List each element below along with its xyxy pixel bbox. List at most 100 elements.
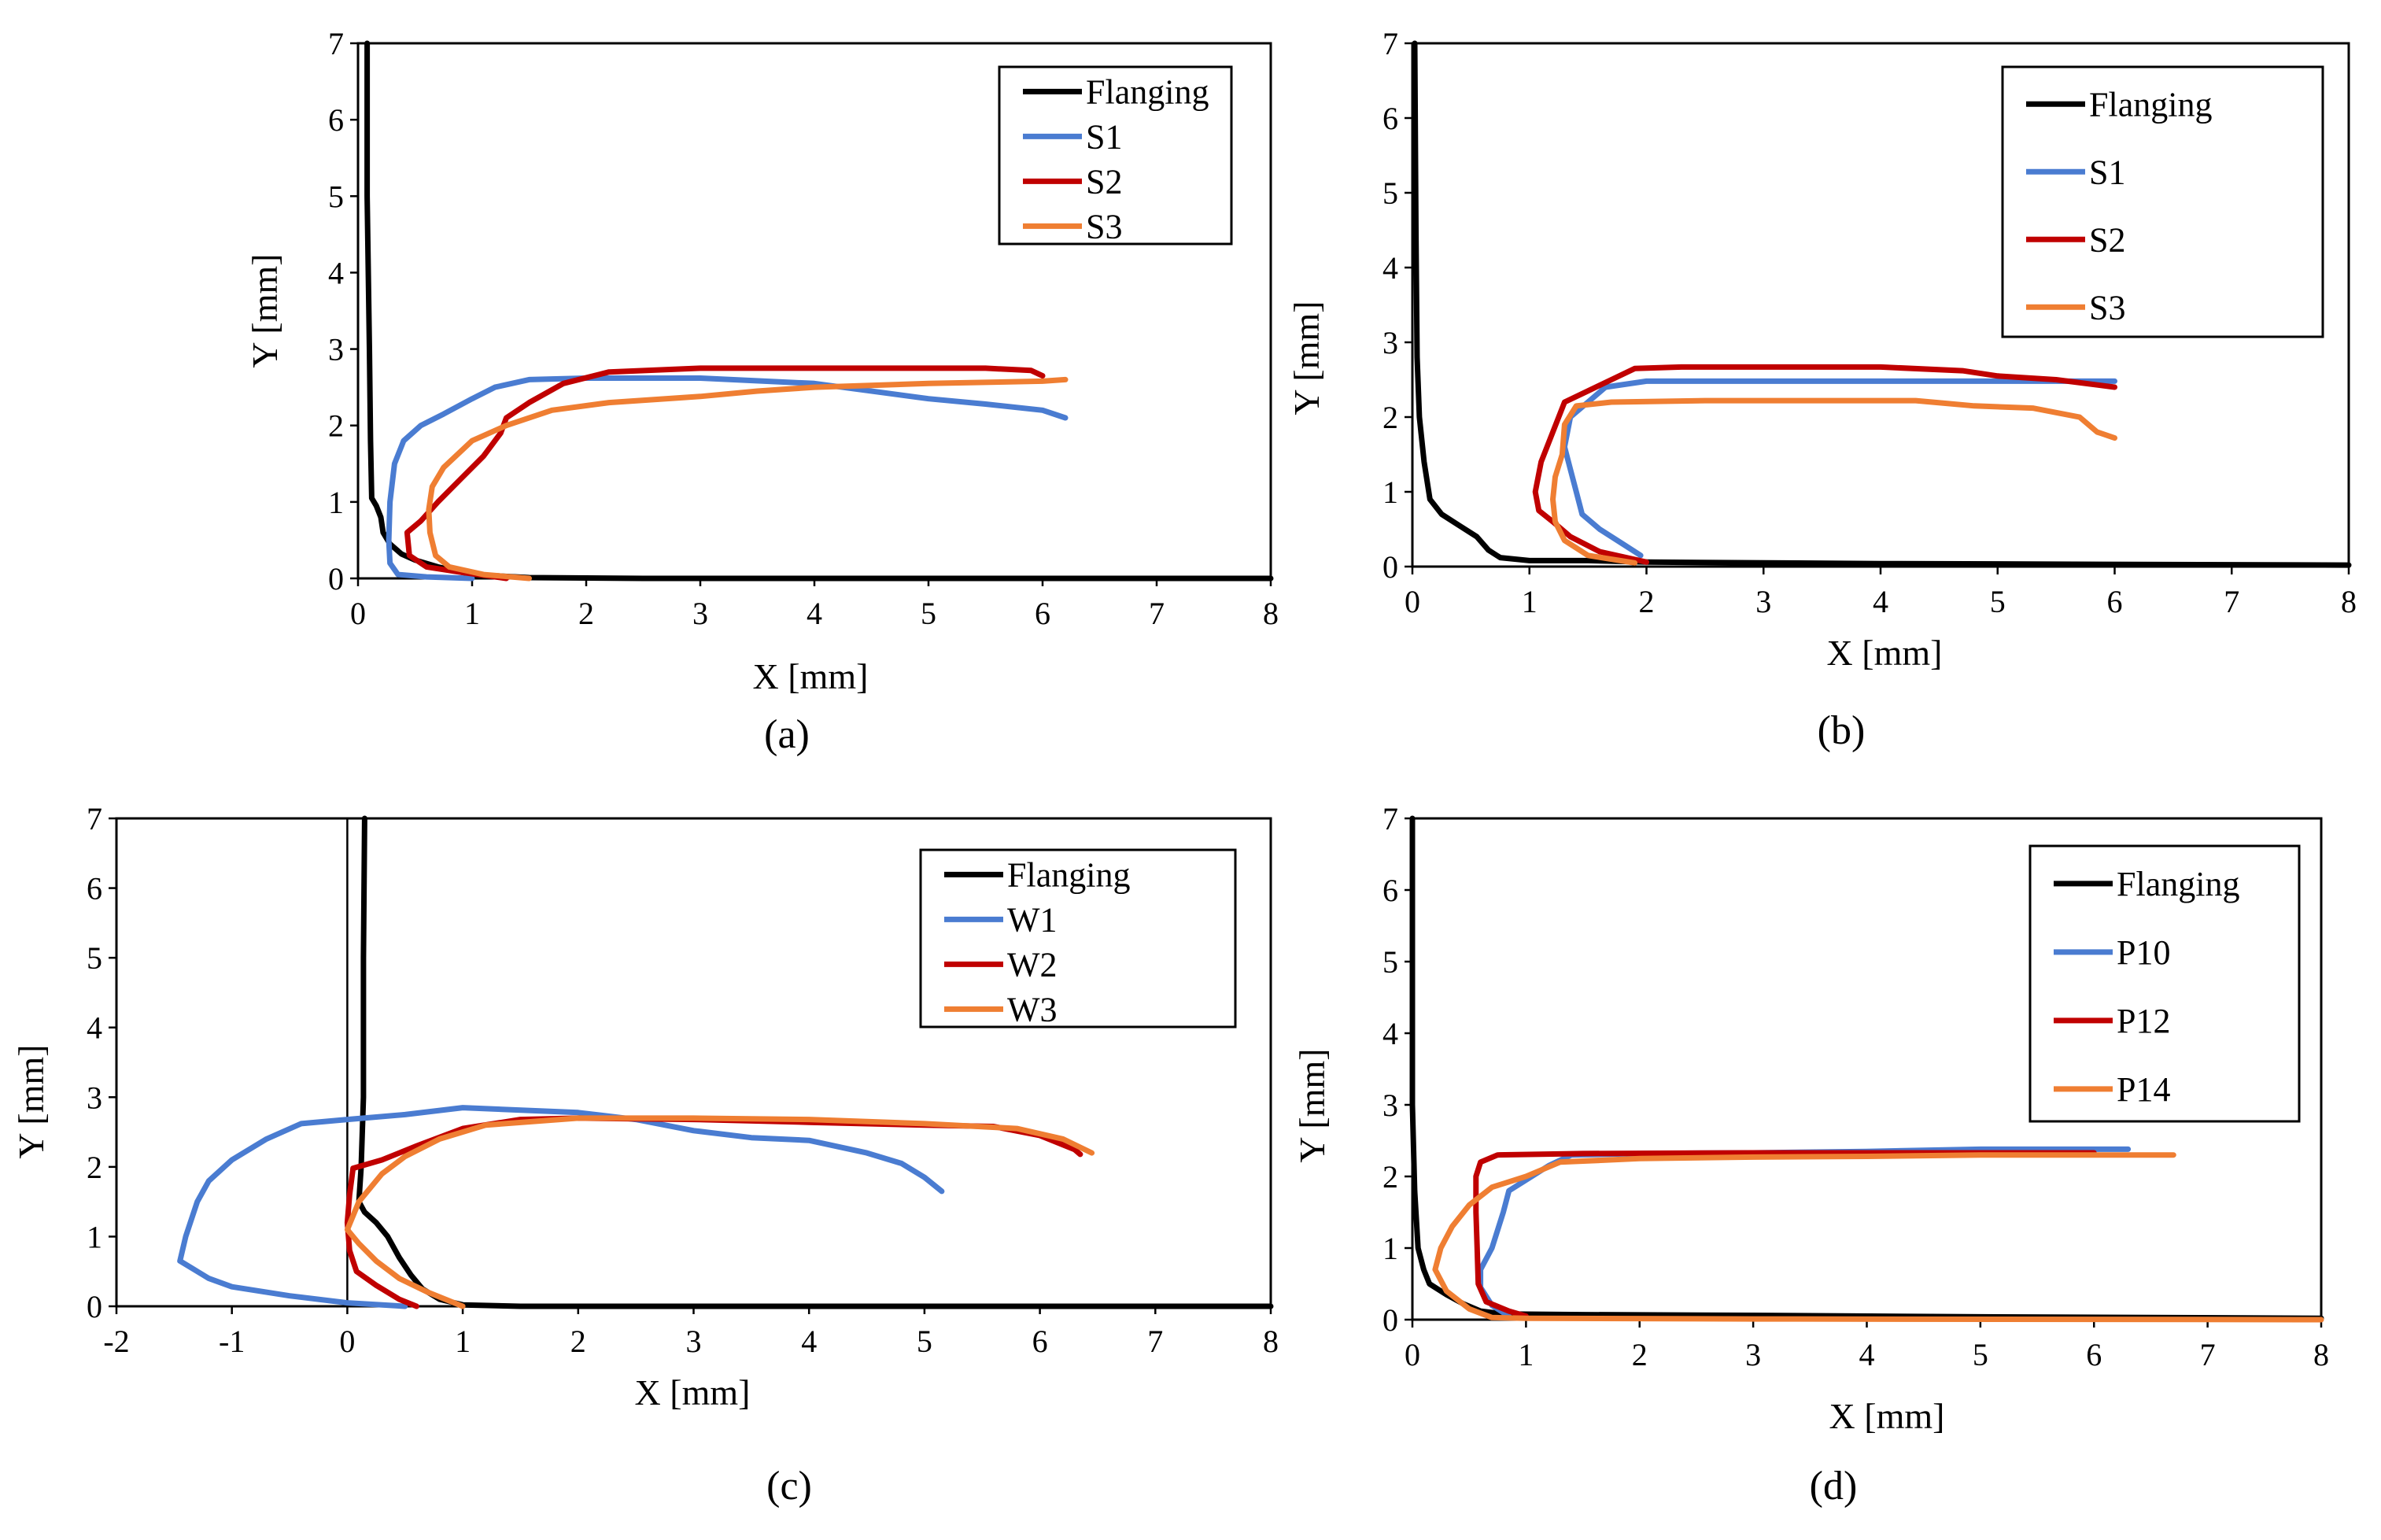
series-line-w2-c	[344, 1115, 1083, 1309]
x-tick-label-c: 8	[1263, 1324, 1279, 1359]
y-tick-label-a: 1	[328, 485, 344, 520]
y-axis-label-b: Y [mm]	[1286, 301, 1327, 415]
y-tick-label-a: 3	[328, 332, 344, 367]
legend-label-p14-d: P14	[2117, 1070, 2170, 1109]
x-tick-label-c: 7	[1147, 1324, 1163, 1359]
y-tick-label-a: 7	[328, 26, 344, 61]
x-tick-label-a: 7	[1149, 596, 1165, 631]
legend-label-s2-a: S2	[1086, 162, 1122, 201]
series-line-p10-d	[1478, 1146, 2132, 1319]
x-tick-label-d: 7	[2200, 1337, 2216, 1372]
series-line-p12-d	[1473, 1150, 2097, 1319]
y-tick-label-c: 6	[87, 871, 102, 907]
y-tick-label-c: 0	[87, 1289, 102, 1324]
legend-label-s1-b: S1	[2089, 153, 2125, 191]
legend-box-a	[998, 65, 1233, 246]
y-tick-label-c: 7	[87, 801, 102, 836]
x-tick-label-d: 0	[1405, 1337, 1420, 1372]
chart-panel-b: 0 1 2 3 4 5 6 7 8 0 1 2 3 4 5 6 7 X [mm] Y [mm] (b) Flanging…	[1286, 26, 2357, 753]
x-axis-label-d: X [mm]	[1829, 1396, 1945, 1436]
y-axis-label-c: Y [mm]	[11, 1044, 51, 1158]
x-tick-label-c: -2	[103, 1324, 129, 1359]
x-tick-label-b: 2	[1639, 584, 1655, 619]
legend-label-p10-d: P10	[2117, 933, 2170, 972]
legend-label-flanging-d: Flanging	[2117, 865, 2239, 903]
x-tick-label-a: 4	[807, 596, 822, 631]
y-tick-label-b: 3	[1382, 325, 1398, 360]
x-tick-label-d: 2	[1632, 1337, 1648, 1372]
y-axis-label-a: Y [mm]	[245, 253, 285, 367]
legend-label-w1-c: W1	[1007, 900, 1058, 939]
x-axis-label-b: X [mm]	[1827, 633, 1943, 673]
x-tick-label-d: 8	[2313, 1337, 2329, 1372]
y-tick-label-b: 1	[1382, 475, 1398, 510]
series-line-w1-c	[177, 1105, 945, 1309]
series-line-s3-a	[426, 376, 1069, 582]
y-tick-label-a: 0	[328, 561, 344, 596]
x-tick-label-c: 5	[917, 1324, 932, 1359]
x-tick-label-d: 3	[1745, 1337, 1761, 1372]
legend-label-flanging-c: Flanging	[1007, 855, 1130, 894]
x-tick-label-b: 5	[1990, 584, 2006, 619]
x-tick-label-b: 8	[2341, 584, 2357, 619]
y-tick-label-c: 3	[87, 1080, 102, 1115]
x-tick-label-a: 2	[578, 596, 594, 631]
legend-box-c	[919, 848, 1237, 1029]
x-tick-label-b: 6	[2107, 584, 2123, 619]
x-axis-label-c: X [mm]	[635, 1372, 751, 1413]
chart-panel-c: -2 -1 0 1 2 3 4 5 6 7 8 0 1 2 3 4 5 6 7 X [mm] Y [mm] (c) Flan…	[11, 801, 1279, 1509]
series-line-s3-b	[1550, 397, 2117, 566]
y-tick-label-d: 2	[1382, 1159, 1398, 1195]
x-tick-label-d: 5	[1973, 1337, 1988, 1372]
x-tick-label-b: 7	[2224, 584, 2239, 619]
series-line-p14-d	[1432, 1152, 2324, 1323]
chart-panel-a: 0 1 2 3 4 5 6 7 8 0 1 2 3 4 5 6 7 X [mm] Y [mm] (a) Flanging…	[245, 26, 1279, 757]
series-line-w3-c	[344, 1115, 1095, 1309]
panel-caption-d: (d)	[1810, 1464, 1858, 1509]
panel-caption-a: (a)	[764, 712, 810, 757]
legend-box-d	[2028, 844, 2301, 1123]
panel-caption-b: (b)	[1818, 708, 1866, 753]
y-tick-label-d: 4	[1382, 1016, 1398, 1051]
series-line-s2-a	[404, 365, 1046, 582]
x-tick-label-a: 3	[692, 596, 708, 631]
y-axis-label-d: Y [mm]	[1292, 1048, 1332, 1162]
y-tick-label-a: 4	[328, 255, 344, 290]
legend-label-flanging-b: Flanging	[2089, 85, 2212, 124]
y-tick-label-b: 0	[1382, 549, 1398, 585]
legend-label-s1-a: S1	[1086, 117, 1122, 156]
x-tick-label-b: 3	[1755, 584, 1771, 619]
x-tick-label-d: 1	[1518, 1337, 1534, 1372]
legend-label-w2-c: W2	[1007, 945, 1058, 984]
panel-caption-c: (c)	[766, 1464, 812, 1509]
legend-label-p12-d: P12	[2117, 1002, 2170, 1040]
x-tick-label-c: -1	[219, 1324, 245, 1359]
legend-label-s3-b: S3	[2089, 288, 2125, 327]
y-tick-label-b: 4	[1382, 250, 1398, 286]
legend-label-w3-c: W3	[1007, 990, 1058, 1029]
y-tick-label-d: 0	[1382, 1302, 1398, 1338]
legend-label-s2-b: S2	[2089, 220, 2125, 259]
x-tick-label-b: 4	[1873, 584, 1888, 619]
y-tick-label-b: 2	[1382, 400, 1398, 435]
y-tick-label-c: 4	[87, 1010, 102, 1046]
x-axis-label-a: X [mm]	[753, 656, 869, 696]
y-tick-label-d: 5	[1382, 944, 1398, 980]
legend-box-b	[2001, 65, 2324, 338]
series-line-s1-a	[386, 375, 1069, 582]
x-tick-label-b: 1	[1522, 584, 1537, 619]
x-tick-label-c: 3	[686, 1324, 702, 1359]
y-tick-label-d: 1	[1382, 1231, 1398, 1266]
x-tick-label-a: 0	[350, 596, 366, 631]
x-tick-label-b: 0	[1405, 584, 1420, 619]
x-tick-label-d: 6	[2086, 1337, 2102, 1372]
y-tick-label-d: 3	[1382, 1088, 1398, 1123]
series-line-s2-b	[1532, 364, 2117, 565]
x-tick-label-a: 8	[1263, 596, 1279, 631]
y-tick-label-c: 1	[87, 1219, 102, 1254]
x-tick-label-c: 0	[339, 1324, 355, 1359]
y-tick-label-c: 5	[87, 940, 102, 976]
legend-label-s3-a: S3	[1086, 207, 1122, 246]
x-tick-label-c: 1	[455, 1324, 471, 1359]
